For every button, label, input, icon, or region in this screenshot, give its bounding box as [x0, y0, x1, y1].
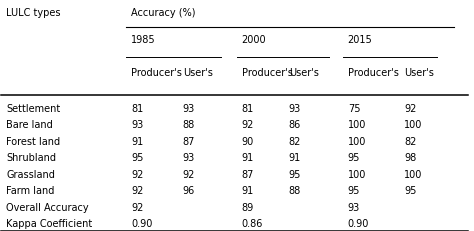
Text: 86: 86: [289, 120, 301, 130]
Text: User's: User's: [183, 68, 213, 79]
Text: 89: 89: [242, 203, 254, 213]
Text: 88: 88: [183, 120, 195, 130]
Text: 95: 95: [404, 186, 417, 196]
Text: 92: 92: [131, 203, 143, 213]
Text: 91: 91: [242, 153, 254, 163]
Text: Shrubland: Shrubland: [6, 153, 56, 163]
Text: User's: User's: [289, 68, 319, 79]
Text: Producer's: Producer's: [242, 68, 292, 79]
Text: 93: 93: [183, 104, 195, 114]
Text: Overall Accuracy: Overall Accuracy: [6, 203, 89, 213]
Text: User's: User's: [404, 68, 434, 79]
Text: 92: 92: [183, 170, 195, 180]
Text: 92: 92: [131, 186, 143, 196]
Text: 93: 93: [131, 120, 143, 130]
Text: 93: 93: [289, 104, 301, 114]
Text: 87: 87: [242, 170, 254, 180]
Text: 82: 82: [289, 137, 301, 147]
Text: 100: 100: [348, 120, 366, 130]
Text: 100: 100: [404, 170, 423, 180]
Text: 91: 91: [242, 186, 254, 196]
Text: 2015: 2015: [348, 36, 373, 46]
Text: Accuracy (%): Accuracy (%): [131, 8, 195, 18]
Text: 92: 92: [404, 104, 417, 114]
Text: 88: 88: [289, 186, 301, 196]
Text: 95: 95: [348, 153, 360, 163]
Text: 92: 92: [131, 170, 143, 180]
Text: Producer's: Producer's: [131, 68, 182, 79]
Text: 0.86: 0.86: [242, 219, 263, 229]
Text: 0.90: 0.90: [131, 219, 152, 229]
Text: Farm land: Farm land: [6, 186, 55, 196]
Text: 100: 100: [348, 137, 366, 147]
Text: 95: 95: [289, 170, 301, 180]
Text: 75: 75: [348, 104, 360, 114]
Text: 82: 82: [404, 137, 417, 147]
Text: 91: 91: [289, 153, 301, 163]
Text: LULC types: LULC types: [6, 8, 61, 18]
Text: Settlement: Settlement: [6, 104, 60, 114]
Text: 81: 81: [242, 104, 254, 114]
Text: 100: 100: [348, 170, 366, 180]
Text: 100: 100: [404, 120, 423, 130]
Text: 90: 90: [242, 137, 254, 147]
Text: Producer's: Producer's: [348, 68, 399, 79]
Text: 92: 92: [242, 120, 254, 130]
Text: Kappa Coefficient: Kappa Coefficient: [6, 219, 92, 229]
Text: 95: 95: [131, 153, 143, 163]
Text: Grassland: Grassland: [6, 170, 55, 180]
Text: 2000: 2000: [242, 36, 266, 46]
Text: 91: 91: [131, 137, 143, 147]
Text: 95: 95: [348, 186, 360, 196]
Text: 98: 98: [404, 153, 417, 163]
Text: 0.90: 0.90: [348, 219, 369, 229]
Text: 1985: 1985: [131, 36, 155, 46]
Text: 93: 93: [348, 203, 360, 213]
Text: 81: 81: [131, 104, 143, 114]
Text: Forest land: Forest land: [6, 137, 60, 147]
Text: 87: 87: [183, 137, 195, 147]
Text: 93: 93: [183, 153, 195, 163]
Text: 96: 96: [183, 186, 195, 196]
Text: Bare land: Bare land: [6, 120, 53, 130]
